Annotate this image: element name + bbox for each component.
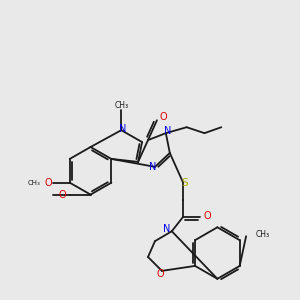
Text: N: N <box>163 224 170 234</box>
Text: N: N <box>149 162 157 172</box>
Text: N: N <box>164 126 172 136</box>
Text: CH₃: CH₃ <box>114 101 128 110</box>
Text: O: O <box>156 269 164 279</box>
Text: O: O <box>44 178 52 188</box>
Text: O: O <box>203 212 211 221</box>
Text: O: O <box>160 112 167 122</box>
Text: O: O <box>58 190 66 200</box>
Text: CH₃: CH₃ <box>27 180 40 186</box>
Text: S: S <box>182 178 188 188</box>
Text: CH₃: CH₃ <box>256 230 270 239</box>
Text: N: N <box>118 124 126 134</box>
